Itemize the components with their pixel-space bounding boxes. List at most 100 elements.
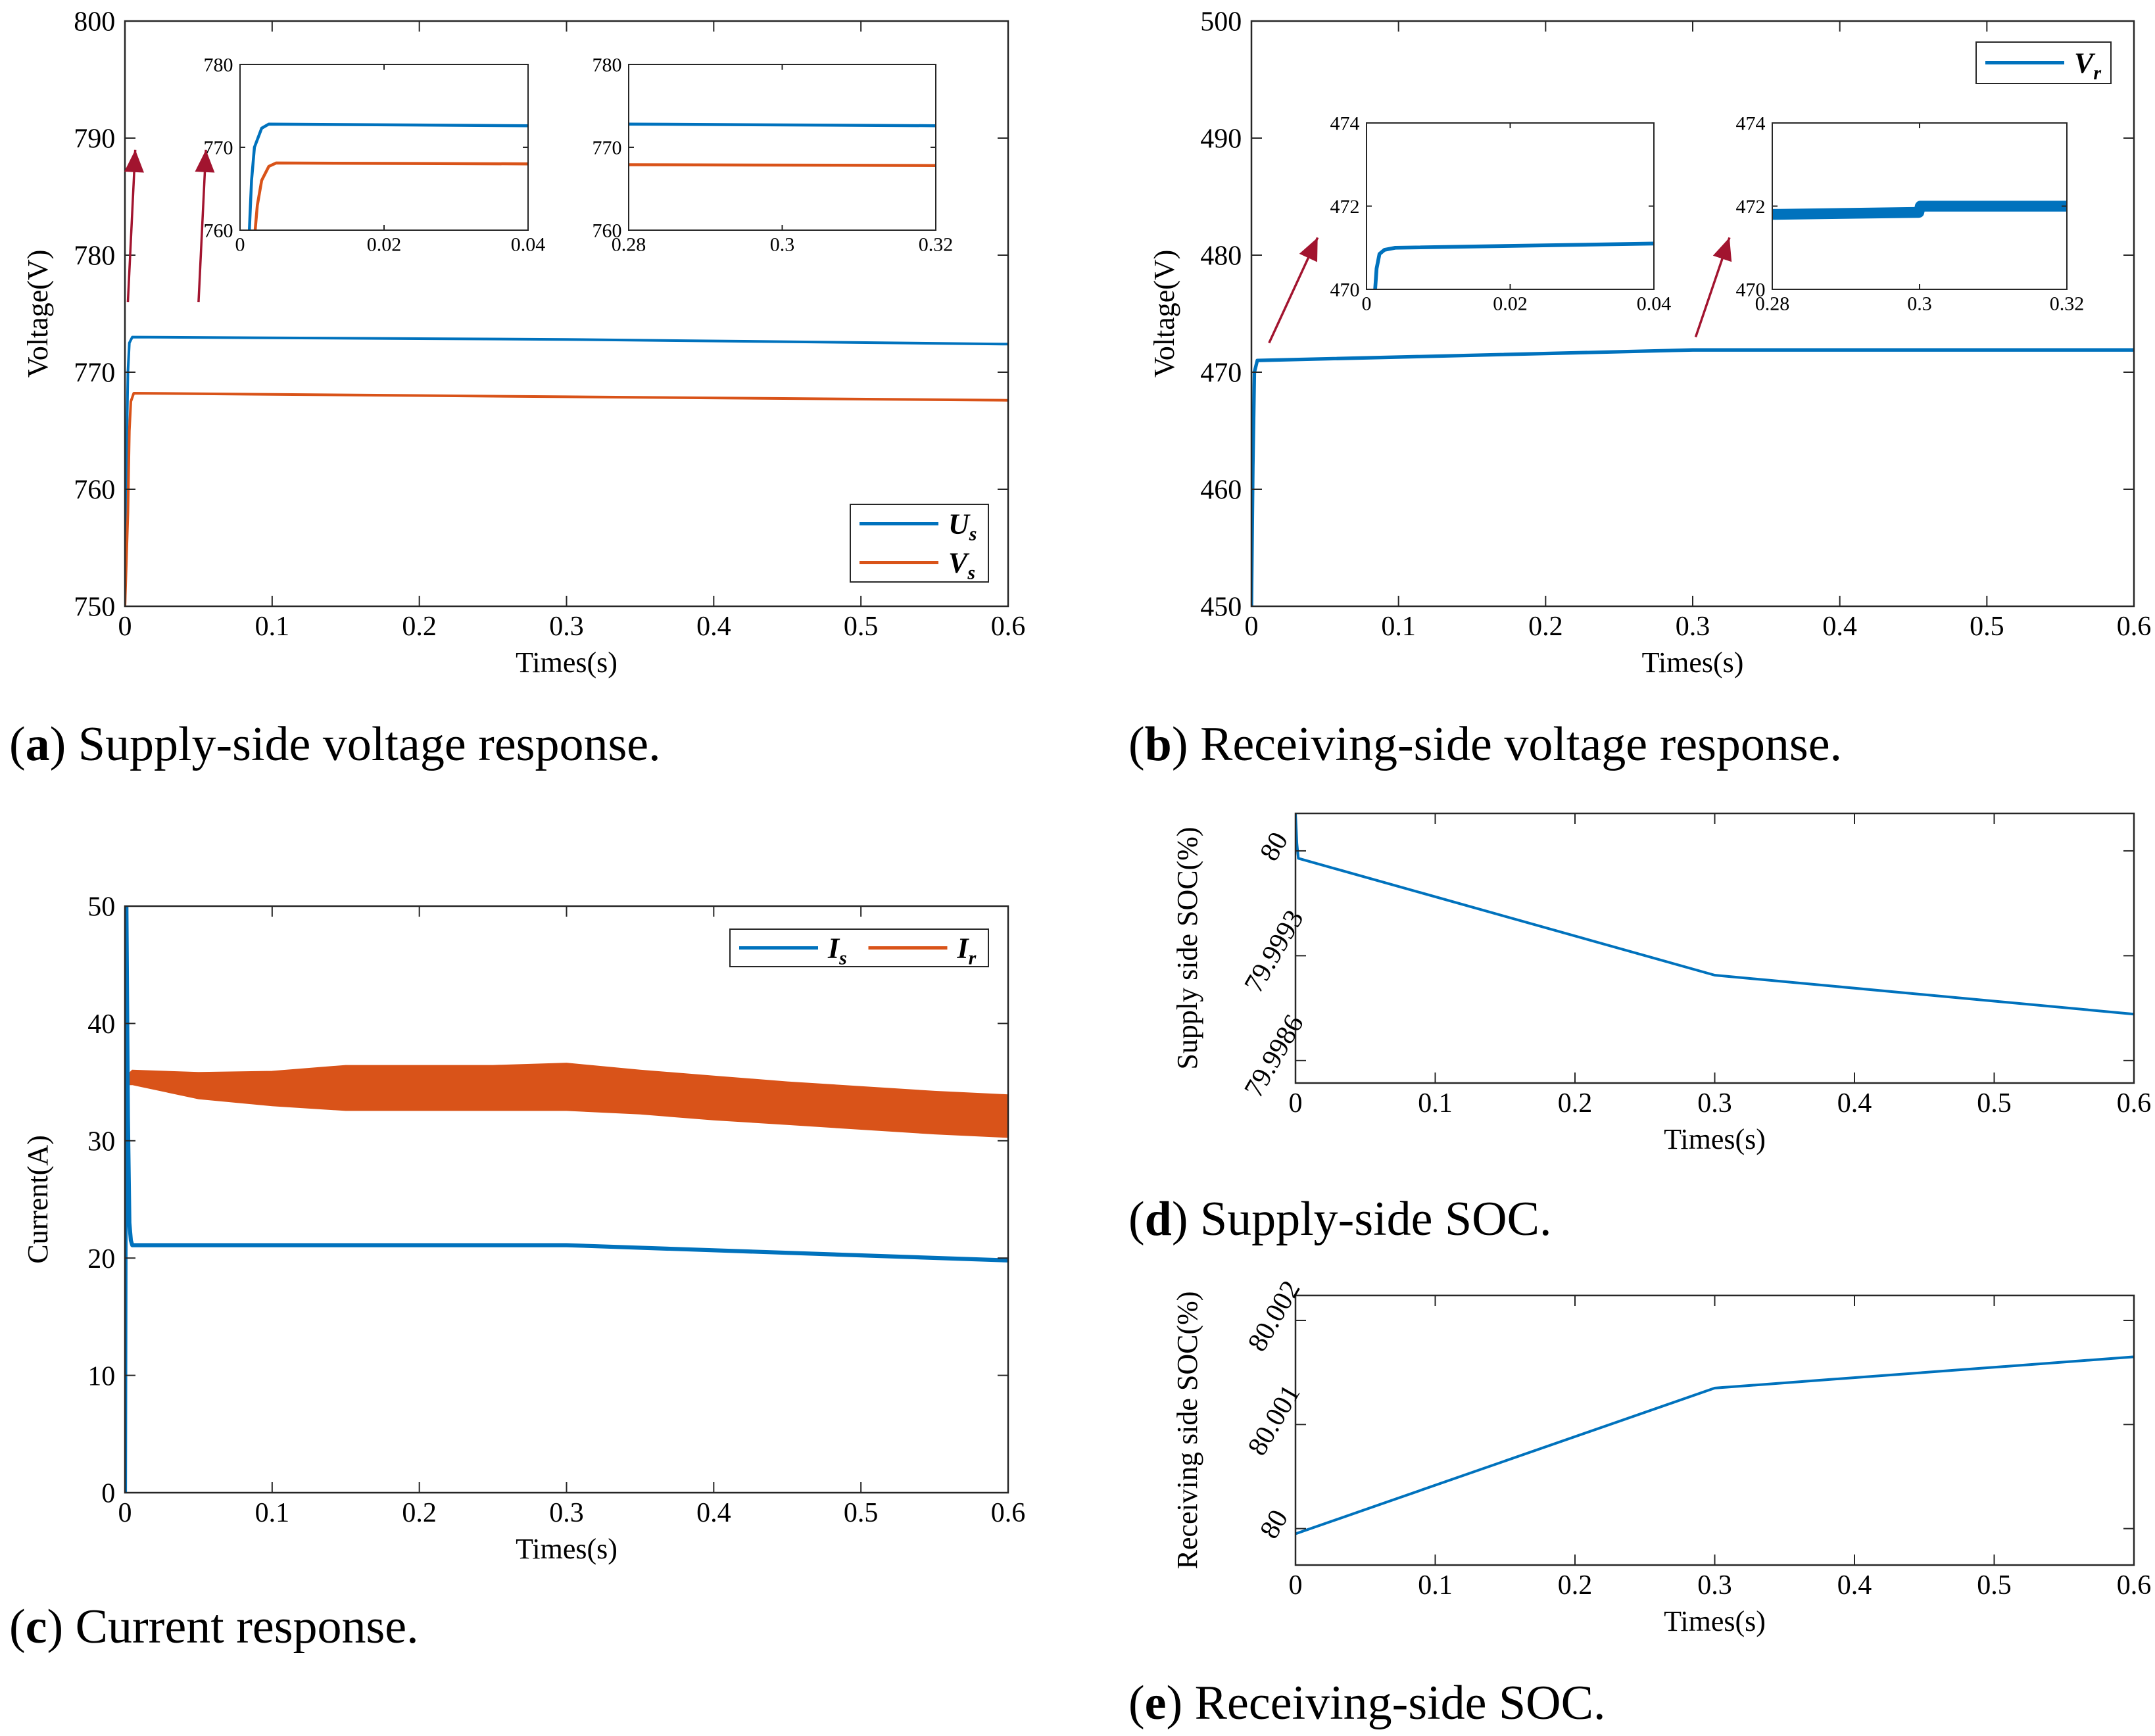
chart-b-xtick-label: 0.6 xyxy=(2117,612,2152,642)
chart-a-xtick-label: 0.6 xyxy=(991,612,1026,642)
chart-b-inset-1-xtick-label: 0.04 xyxy=(1637,293,1672,315)
chart-e-ytick-label: 80 xyxy=(1254,1505,1294,1543)
chart-e-series-group xyxy=(1295,1355,2134,1535)
chart-c: 0 0.1 0.2 0.3 0.4 0.5 0.6 0 10 20 30 40 50 Times(s) Cu… xyxy=(22,892,1025,1565)
chart-c-xtick-label: 0.5 xyxy=(844,1498,879,1528)
caption-e-letter: e xyxy=(1144,1676,1167,1730)
caption-a: (a) Supply-side voltage response. xyxy=(9,717,661,771)
chart-c-xtick-label: 0.2 xyxy=(402,1498,437,1528)
chart-a-inset-2-xtick-label: 0.3 xyxy=(770,234,795,256)
chart-c-xtick-label: 0.1 xyxy=(255,1498,290,1528)
chart-a-zoom-arrow xyxy=(197,149,207,302)
chart-b-ytick-label: 490 xyxy=(1200,124,1242,155)
caption-d: (d) Supply-side SOC. xyxy=(1128,1192,1552,1246)
chart-c-ytick-label: 50 xyxy=(87,892,115,923)
caption-d-letter: d xyxy=(1144,1192,1172,1246)
caption-a-text: Supply-side voltage response. xyxy=(66,717,661,771)
chart-a-inset-2-series-group xyxy=(629,122,936,167)
chart-c-ytick-label: 40 xyxy=(87,1009,115,1040)
chart-a-inset-1-xtick-label: 0.04 xyxy=(511,234,546,256)
chart-e-plot-area xyxy=(1295,1295,2134,1565)
chart-b-inset-2-xtick-label: 0.28 xyxy=(1755,293,1790,315)
chart-a-inset-2-ytick-label: 780 xyxy=(593,55,622,76)
chart-a-inset-2-ytick-label: 770 xyxy=(593,137,622,159)
chart-a-legend-box xyxy=(850,504,989,583)
chart-c-xtick-label: 0.3 xyxy=(549,1498,584,1528)
chart-a-inset-2-xtick-label: 0.32 xyxy=(919,234,954,256)
chart-e-series-soc_r xyxy=(1295,1355,2134,1535)
chart-a-ytick-label: 780 xyxy=(74,241,115,272)
chart-a-xlabel: Times(s) xyxy=(516,646,617,679)
chart-a-xtick-label: 0.4 xyxy=(696,612,731,642)
chart-e-xtick-label: 0.2 xyxy=(1558,1570,1593,1601)
caption-b: (b) Receiving-side voltage response. xyxy=(1128,717,1843,771)
chart-b-inset-2: 0.28 0.3 0.32 470 472 474 xyxy=(1736,113,2085,315)
chart-d-xtick-label: 0.5 xyxy=(1977,1088,2012,1119)
chart-a-inset-2-series-line1 xyxy=(629,122,936,128)
chart-c-xlabel: Times(s) xyxy=(516,1533,617,1565)
chart-b-inset-2-series-group xyxy=(1772,201,2067,220)
chart-c-series-group xyxy=(125,906,1008,1493)
chart-b: 0 0.1 0.2 0.3 0.4 0.5 0.6 450 460 470 480 490 500 Tim… xyxy=(1148,7,2151,679)
chart-b-legend-label-vr: Vr xyxy=(2074,47,2101,84)
chart-c-ytick-label: 0 xyxy=(101,1479,115,1509)
chart-b-inset-2-xtick-label: 0.32 xyxy=(2050,293,2085,315)
caption-c: (c) Current response. xyxy=(9,1600,419,1654)
chart-e-xtick-label: 0.1 xyxy=(1418,1570,1453,1601)
chart-d-xlabel: Times(s) xyxy=(1664,1123,1766,1155)
chart-b-xlabel: Times(s) xyxy=(1642,646,1744,679)
chart-c-xtick-label: 0.6 xyxy=(991,1498,1026,1528)
chart-a-xtick-label: 0.2 xyxy=(402,612,437,642)
chart-b-ytick-label: 450 xyxy=(1200,592,1242,623)
chart-b-zoom-arrow-head xyxy=(1712,237,1732,262)
chart-c-ytick-label: 30 xyxy=(87,1127,115,1157)
chart-a-ytick-label: 760 xyxy=(74,475,115,506)
chart-a-zoom-arrow-head xyxy=(195,149,215,173)
chart-a-series-us xyxy=(125,335,1008,606)
chart-d-xtick-label: 0 xyxy=(1289,1088,1303,1119)
chart-d-xtick-label: 0.4 xyxy=(1837,1088,1872,1119)
chart-b-xtick-label: 0.1 xyxy=(1381,612,1416,642)
chart-d-xtick-label: 0.6 xyxy=(2117,1088,2152,1119)
chart-a-inset-1-ytick-label: 760 xyxy=(204,220,233,242)
caption-b-text: Receiving-side voltage response. xyxy=(1188,717,1843,771)
chart-d-plot-area xyxy=(1295,813,2134,1083)
chart-a-inset-1-plot-area xyxy=(240,64,528,230)
chart-e: 0 0.1 0.2 0.3 0.4 0.5 0.68080.00180.002Times(s… xyxy=(1171,1276,2151,1637)
chart-a-ylabel: Voltage(V) xyxy=(22,250,54,378)
chart-c-legend-label-ir: Ir xyxy=(957,932,977,969)
chart-d-xtick-label: 0.2 xyxy=(1558,1088,1593,1119)
chart-a-ytick-label: 750 xyxy=(74,592,115,623)
chart-c-plot-area xyxy=(125,906,1008,1493)
chart-b-xtick-label: 0.3 xyxy=(1676,612,1710,642)
chart-b-inset-1-plot-area xyxy=(1367,123,1654,289)
chart-a-series-vs xyxy=(125,392,1008,606)
chart-a-inset-1-series-group xyxy=(247,122,528,230)
chart-a-legend-label-vs: Vs xyxy=(948,547,975,584)
chart-a-inset-1: 0 0.02 0.04 760 770 780 xyxy=(204,55,546,256)
chart-c-xtick-label: 0 xyxy=(118,1498,132,1528)
chart-a-ytick-label: 800 xyxy=(74,7,115,37)
chart-b-ytick-label: 480 xyxy=(1200,241,1242,272)
chart-e-xtick-label: 0.4 xyxy=(1837,1570,1872,1601)
chart-c-series-ir-band xyxy=(126,1063,1008,1138)
chart-a: 0 0.1 0.2 0.3 0.4 0.5 0.6 750 760 770 780 790 800 Tim… xyxy=(22,7,1025,679)
chart-e-xtick-label: 0.3 xyxy=(1697,1570,1732,1601)
chart-d-ytick-label: 80 xyxy=(1254,827,1294,866)
chart-b-inset-1-ytick-label: 472 xyxy=(1330,196,1360,218)
chart-d: 0 0.1 0.2 0.3 0.4 0.5 0.679.998679.999380Times… xyxy=(1171,812,2152,1155)
chart-b-inset-2-ytick-label: 470 xyxy=(1736,279,1766,301)
caption-c-letter: c xyxy=(25,1600,47,1654)
chart-a-legend-label-us: Us xyxy=(948,508,977,545)
chart-b-inset-1-series-group xyxy=(1373,241,1654,289)
chart-b-plot-area xyxy=(1251,21,2134,606)
chart-a-xtick-label: 0.1 xyxy=(255,612,290,642)
chart-a-xtick-label: 0.3 xyxy=(549,612,584,642)
chart-a-inset-2-plot-area xyxy=(629,64,936,230)
caption-e: (e) Receiving-side SOC. xyxy=(1128,1676,1606,1730)
chart-b-inset-2-ytick-label: 472 xyxy=(1736,196,1766,218)
chart-e-xlabel: Times(s) xyxy=(1664,1605,1766,1637)
chart-e-xtick-label: 0.6 xyxy=(2117,1570,2152,1601)
chart-a-inset-2-xtick-label: 0.28 xyxy=(612,234,646,256)
chart-a-inset-1-ytick-label: 780 xyxy=(204,55,233,76)
